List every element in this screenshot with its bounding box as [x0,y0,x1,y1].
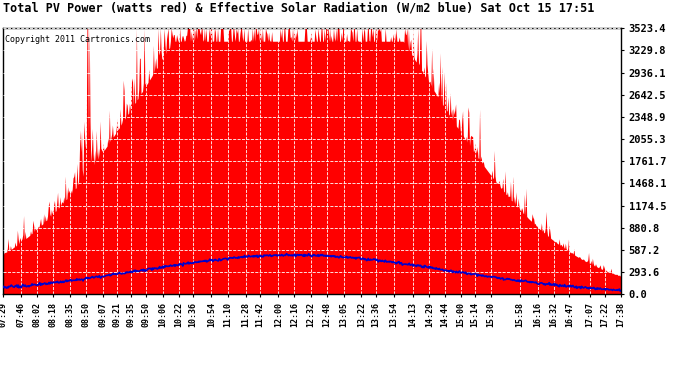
Text: Copyright 2011 Cartronics.com: Copyright 2011 Cartronics.com [6,35,150,44]
Text: Total PV Power (watts red) & Effective Solar Radiation (W/m2 blue) Sat Oct 15 17: Total PV Power (watts red) & Effective S… [3,2,595,15]
